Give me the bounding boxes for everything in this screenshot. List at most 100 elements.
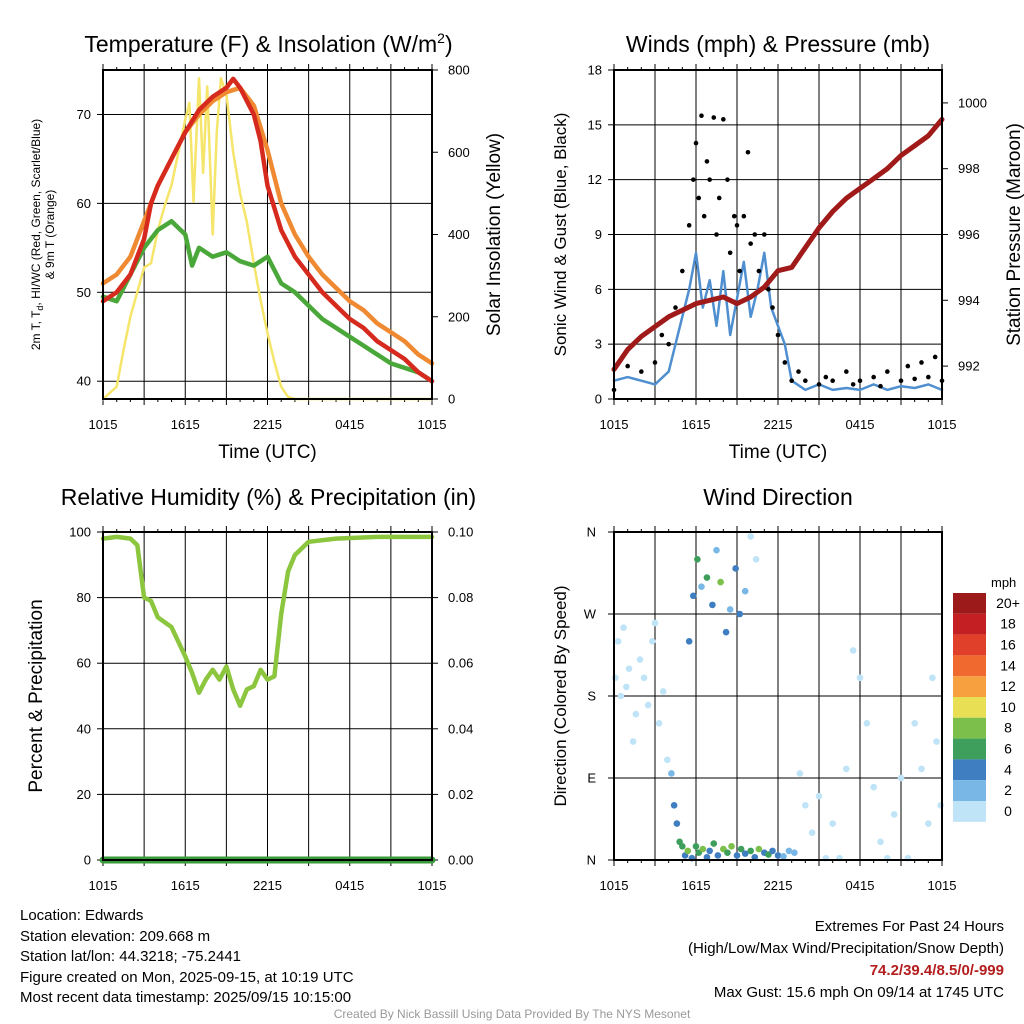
y-axis-label-line1: 2m T, Td, HI/WC (Red, Green, Scarlet/Blu… — [29, 119, 45, 350]
y-tick-label: 50 — [77, 285, 91, 300]
y-tick-label: S — [587, 689, 596, 704]
wind-direction-point — [791, 849, 798, 857]
gust-point — [762, 232, 767, 237]
gust-point — [666, 341, 671, 347]
legend-swatch — [953, 759, 986, 781]
wind-direction-point — [890, 811, 898, 818]
humidity-chart: Relative Humidity (%) & Precipitation (i… — [26, 484, 476, 893]
chart-title: Relative Humidity (%) & Precipitation (i… — [61, 484, 476, 510]
y-tick-label: 15 — [588, 117, 602, 132]
series-line-heat-index — [100, 218, 435, 384]
legend-swatch — [953, 676, 986, 697]
wind-direction-point — [741, 850, 749, 857]
wind-direction-point — [733, 852, 741, 859]
wind-direction-point — [673, 820, 681, 827]
y-axis-label-left-group: Percent & Precipitation — [26, 599, 47, 792]
gust-point — [905, 363, 911, 369]
y-tick-label-right: 0.06 — [448, 656, 473, 671]
x-tick-label: 0415 — [335, 878, 364, 893]
legend-swatch — [953, 655, 986, 677]
gust-point — [919, 360, 924, 365]
wind-direction-point — [670, 802, 678, 809]
wind-direction-point — [706, 847, 713, 855]
gust-point — [745, 149, 751, 155]
legend-swatch — [953, 717, 986, 739]
y-axis-label-left: Direction (Colored By Speed) — [551, 585, 570, 806]
wind-direction-point — [703, 853, 711, 861]
y-tick-label-right: 0.08 — [448, 590, 473, 605]
station-info: Location: Edwards Station elevation: 209… — [20, 906, 354, 1009]
gust-point — [885, 369, 890, 374]
x-tick-label: 1015 — [418, 417, 447, 432]
y-tick-label: 0 — [84, 853, 91, 868]
wind-direction-point — [732, 565, 739, 572]
wind-direction-point — [856, 674, 864, 682]
y-axis-label-right: Solar Insolation (Yellow) — [484, 133, 505, 336]
extremes-values: 74.2/39.4/8.5/0/-999 — [869, 962, 1004, 979]
gust-point — [770, 305, 775, 310]
wind-direction-point — [689, 592, 697, 600]
wind-direction-point — [933, 738, 940, 745]
y-tick-label: 70 — [77, 107, 91, 122]
gust-point — [926, 374, 931, 380]
wind-direction-point — [655, 720, 663, 727]
wind-direction-point — [664, 756, 671, 764]
wind-direction-point — [648, 638, 656, 645]
gust-point — [898, 378, 904, 384]
wind-direction-point — [796, 770, 804, 777]
gust-point — [803, 378, 808, 384]
gust-point — [756, 268, 762, 274]
extremes-title: Extremes For Past 24 Hours — [814, 918, 1004, 935]
wind-direction-point — [747, 847, 754, 855]
gust-point — [844, 369, 849, 374]
gust-point — [789, 378, 794, 384]
gust-point — [716, 195, 722, 201]
gust-point — [727, 250, 733, 256]
x-tick-label: 1615 — [682, 417, 711, 432]
x-tick-label: 1015 — [89, 417, 118, 432]
x-tick-label: 2215 — [253, 417, 282, 432]
x-tick-label: 1015 — [600, 417, 629, 432]
x-axis-label: Time (UTC) — [218, 442, 317, 463]
wind-direction-point — [737, 845, 745, 853]
wind-direction-point — [785, 847, 793, 855]
legend-label: 0 — [1004, 803, 1012, 819]
y-tick-label: 20 — [77, 787, 91, 802]
legend-label: 20+ — [996, 595, 1020, 611]
legend-swatch — [953, 801, 986, 822]
gust-point — [871, 374, 876, 380]
y-tick-label-right: 994 — [958, 293, 980, 308]
wind-direction-point — [728, 843, 735, 850]
series-line-rh — [100, 534, 435, 709]
latlon-text: Station lat/lon: 44.3218; -75.2441 — [20, 948, 242, 965]
recent-data-text: Most recent data timestamp: 2025/09/15 1… — [20, 989, 352, 1006]
wind-direction-point — [668, 770, 675, 777]
gust-point — [823, 374, 829, 380]
wind-direction-point — [714, 852, 722, 859]
winds-chart: Winds (mph) & Pressure (mb) 1015 1615 2215 0… — [551, 31, 1024, 463]
max-gust-text: Max Gust: 15.6 mph On 09/14 at 1745 UTC — [713, 984, 1004, 1001]
plot-border — [613, 531, 943, 861]
x-tick-label: 1615 — [171, 417, 200, 432]
y-axis-label-left: Sonic Wind & Gust (Blue, Black) — [551, 113, 570, 357]
wind-direction-point — [703, 574, 711, 581]
wind-direction-point — [736, 610, 744, 618]
wind-direction-point — [829, 820, 836, 827]
wind-direction-point — [698, 583, 705, 590]
legend-title: mph — [991, 575, 1016, 590]
gust-point — [796, 369, 801, 374]
plot-border — [102, 531, 433, 861]
wind-direction-point — [726, 606, 734, 613]
wind-direction-point — [623, 683, 630, 691]
extremes-info: Extremes For Past 24 Hours (High/Low/Max… — [688, 916, 1004, 1004]
gust-point — [673, 305, 678, 310]
gust-point — [752, 232, 758, 237]
gust-point — [686, 223, 692, 228]
y-tick-label: W — [584, 607, 597, 622]
y-axis-label-right: Station Pressure (Maroon) — [1004, 123, 1024, 346]
wind-direction-point — [877, 838, 884, 846]
y-tick-label: N — [587, 525, 596, 540]
gust-point — [748, 241, 753, 246]
legend-label: 14 — [1000, 657, 1016, 673]
y-tick-label: E — [587, 771, 596, 786]
